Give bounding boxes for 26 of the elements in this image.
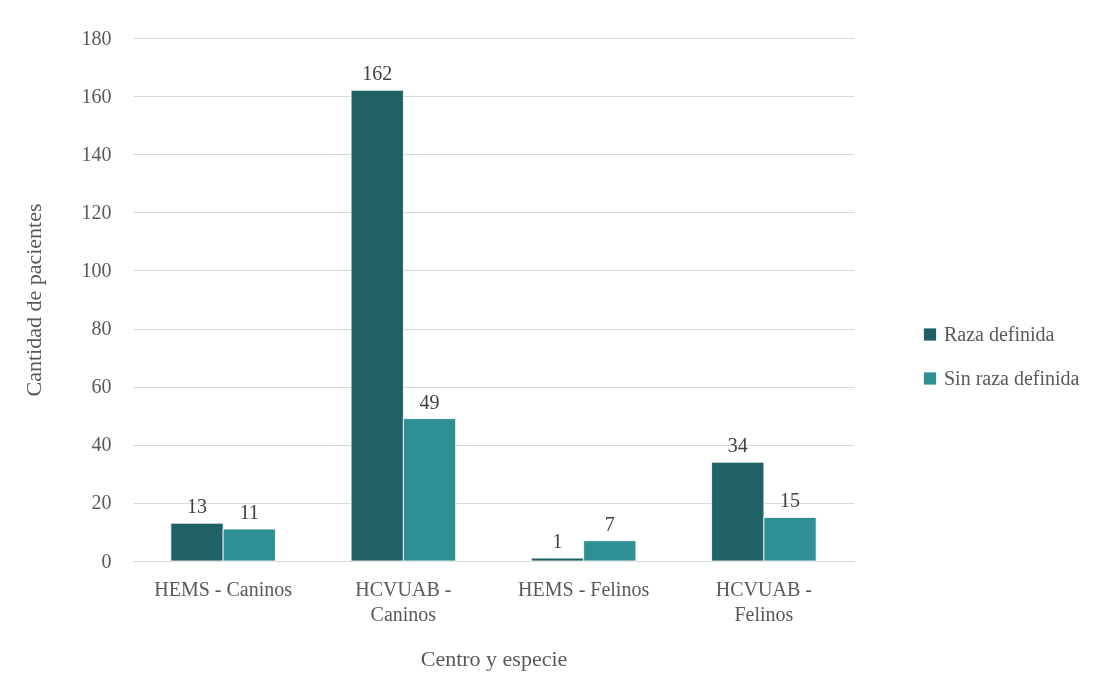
x-tick-label: HCVUAB - Caninos (355, 577, 452, 625)
y-tick-label: 80 (91, 317, 112, 340)
data-label: 13 (186, 495, 207, 518)
legend-label: Raza definida (944, 322, 1055, 345)
y-tick-label: 40 (91, 433, 112, 456)
x-tick-label: HEMS - Felinos (518, 577, 650, 600)
x-axis-title: Centro y especie (420, 645, 568, 671)
y-tick-label: 0 (101, 549, 112, 572)
y-tick-label: 180 (81, 26, 112, 49)
y-tick-label: 160 (81, 84, 112, 107)
y-tick-label: 100 (81, 258, 112, 281)
y-tick-label: 120 (81, 200, 112, 223)
x-tick-label: HCVUAB - Felinos (715, 577, 812, 625)
y-tick-label: 140 (81, 142, 112, 165)
data-label: 1 (552, 530, 563, 553)
x-tick-label: HEMS - Caninos (154, 577, 293, 600)
y-axis-title: Cantidad de pacientes (20, 203, 46, 397)
data-label: 15 (780, 489, 801, 512)
y-tick-label: 20 (91, 491, 112, 514)
legend-label: Sin raza definida (944, 366, 1080, 389)
y-tick-label: 60 (91, 375, 112, 398)
data-label: 49 (419, 390, 440, 413)
data-label: 11 (239, 501, 259, 524)
data-label: 7 (604, 512, 615, 535)
data-label: 162 (362, 62, 393, 85)
data-label: 34 (727, 434, 748, 457)
